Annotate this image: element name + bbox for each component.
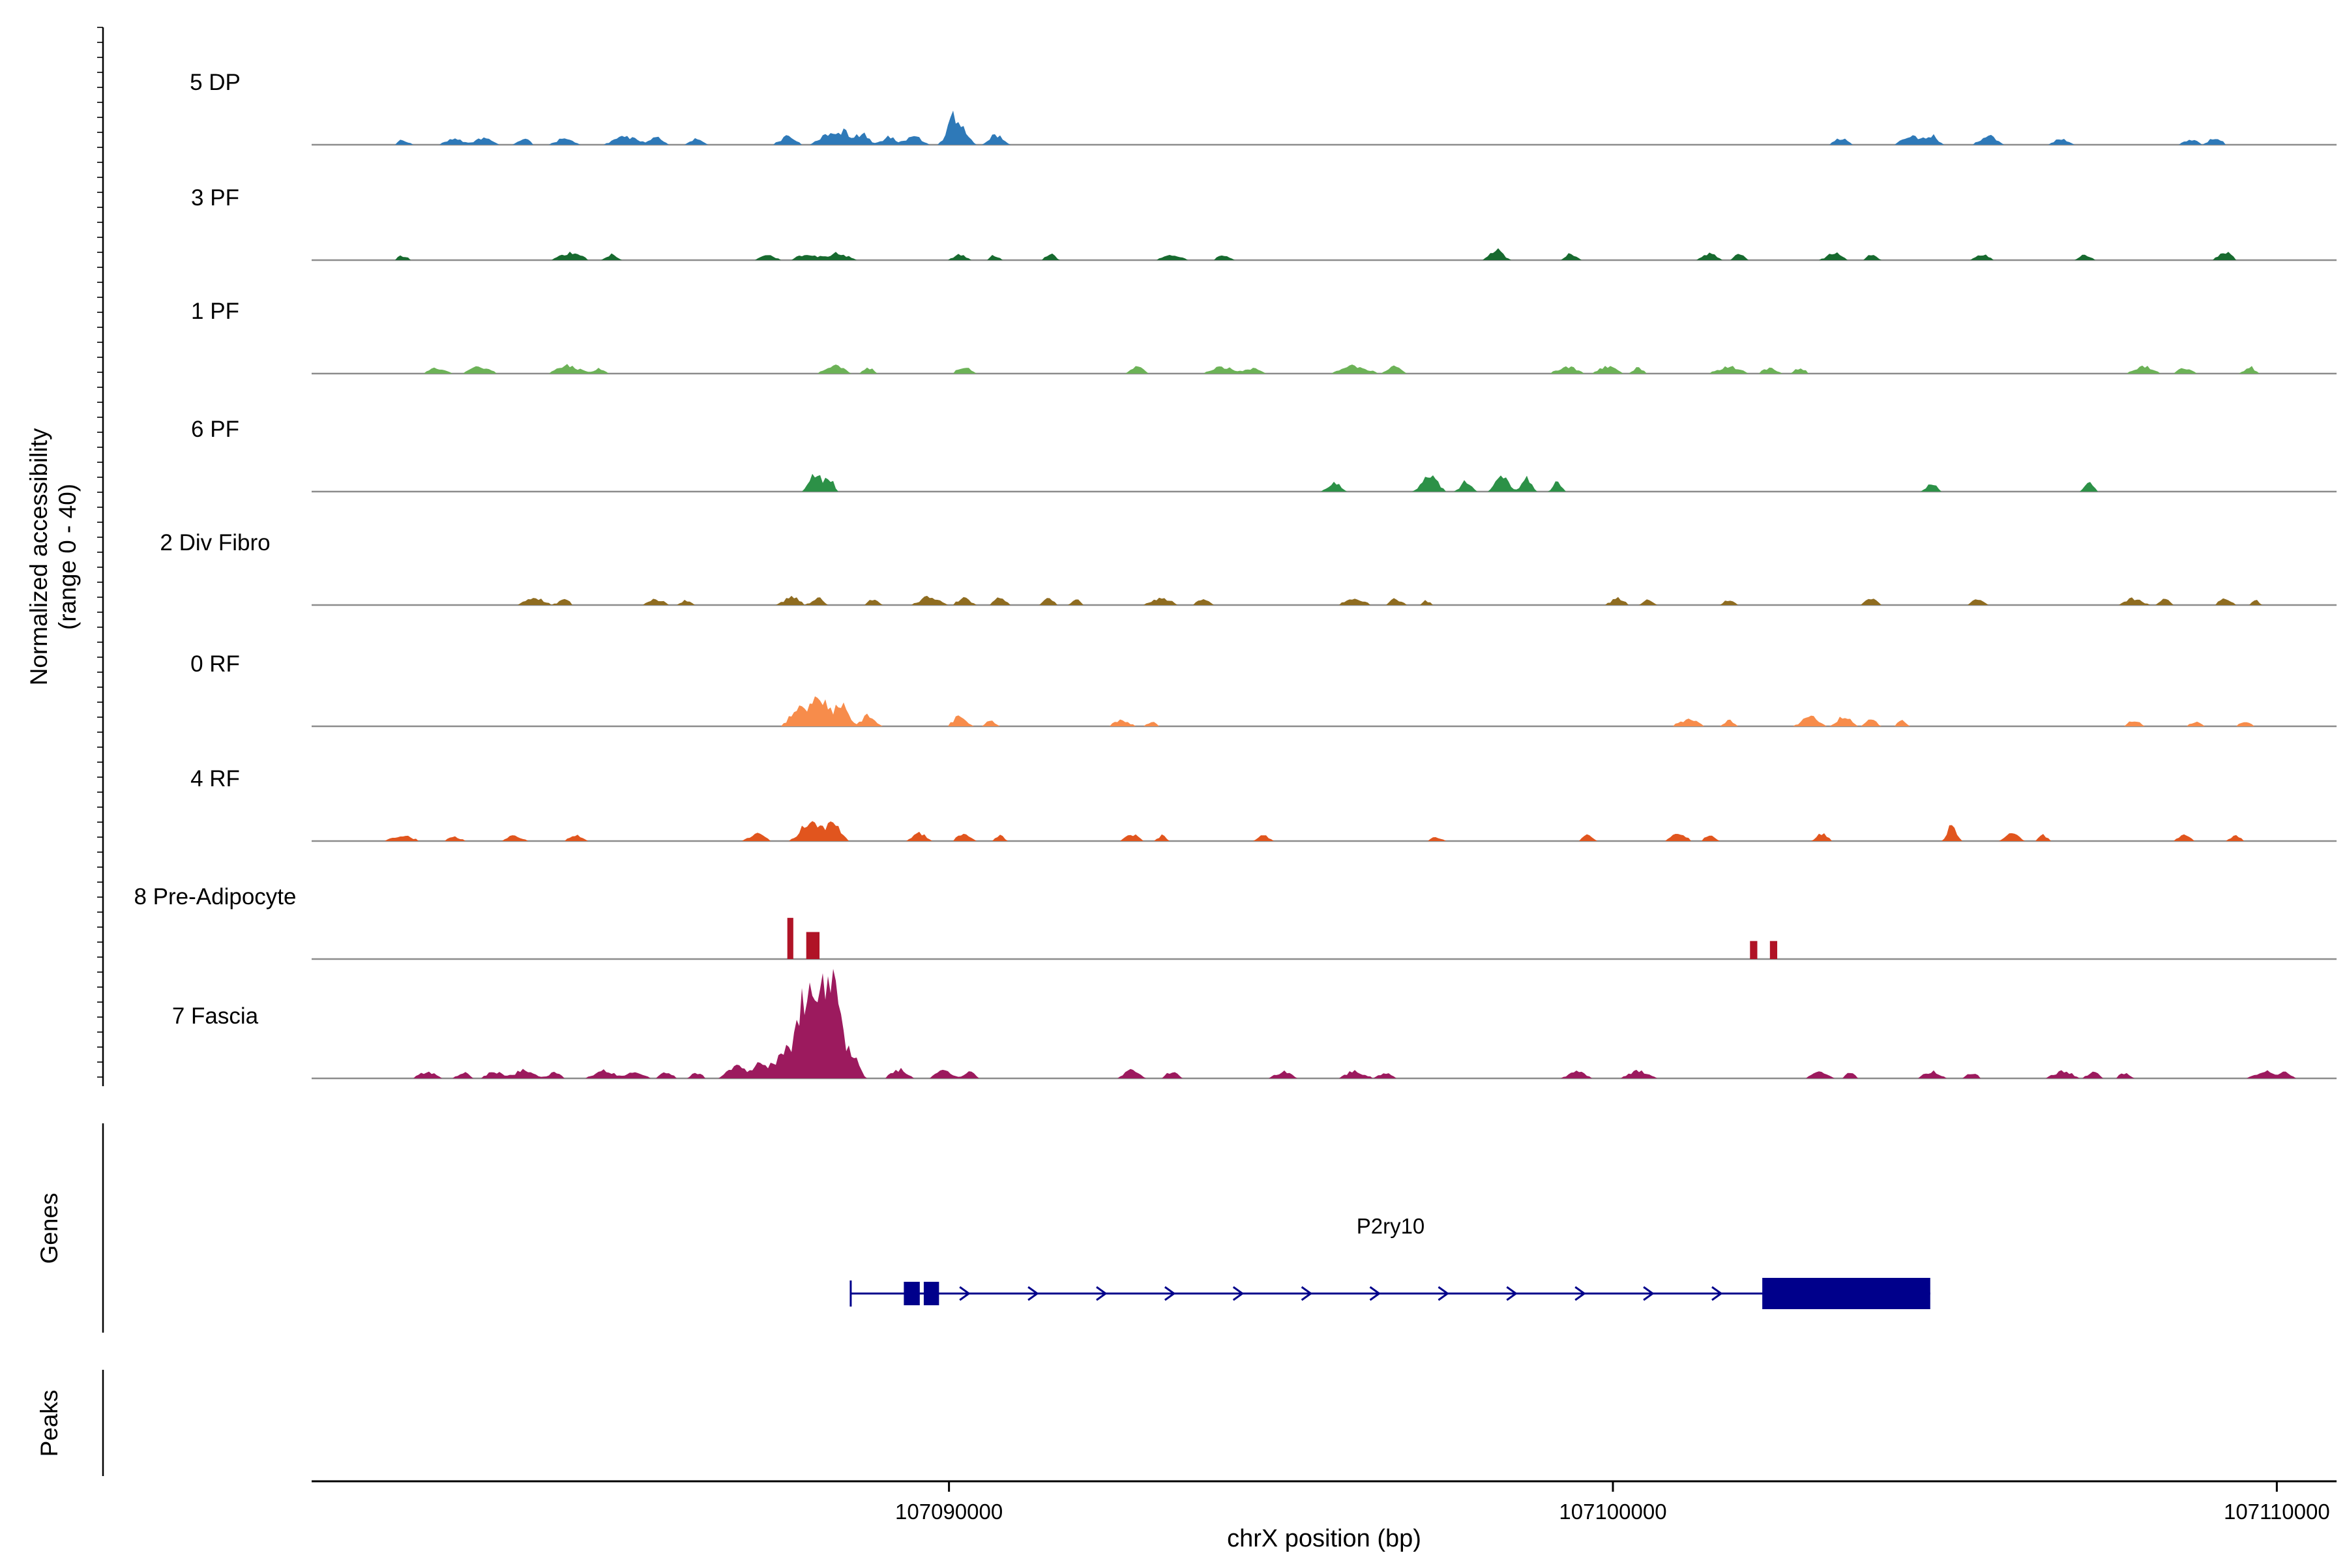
x-axis-tick-label: 107100000	[1559, 1500, 1666, 1524]
gene-strand-arrow	[1506, 1286, 1518, 1301]
track-7-fascia: 7 Fascia	[172, 969, 2337, 1080]
gene-name-label: P2ry10	[1357, 1214, 1425, 1238]
gene-strand-arrow	[1574, 1286, 1586, 1301]
gene-strand-arrow	[1164, 1286, 1176, 1301]
track-1-pf: 1 PF	[191, 299, 2337, 375]
track-3-pf: 3 PF	[191, 185, 2337, 261]
gene-strand-arrow	[959, 1286, 971, 1301]
track-label: 3 PF	[191, 185, 239, 211]
gene-exon	[923, 1282, 939, 1305]
x-axis-tick-label: 107090000	[895, 1500, 1003, 1524]
track-label: 5 DP	[190, 70, 241, 95]
gene-strand-arrow	[1711, 1286, 1723, 1301]
x-axis-ticks: 107090000 107100000 107110000	[895, 1481, 2330, 1524]
y-axis-title-line2: (range 0 - 40)	[54, 484, 81, 630]
track-4-rf: 4 RF	[190, 766, 2337, 842]
signal-area	[312, 110, 2337, 145]
gene-strand-arrow	[1301, 1286, 1313, 1301]
genes-section-label: Genes	[36, 1192, 63, 1264]
gene-strand-arrow	[1096, 1286, 1108, 1301]
signal-bar	[1750, 941, 1758, 959]
x-axis-tick-label: 107110000	[2224, 1500, 2330, 1524]
gene-strand-arrow	[1027, 1286, 1039, 1301]
track-label: 0 RF	[190, 651, 240, 677]
track-0-rf: 0 RF	[190, 651, 2337, 728]
gene-model	[849, 1278, 1930, 1309]
signal-area	[312, 248, 2337, 260]
gene-exon	[1762, 1278, 1930, 1309]
signal-area	[312, 595, 2337, 605]
peaks-section-label: Peaks	[36, 1390, 63, 1457]
track-label: 2 Div Fibro	[160, 530, 270, 555]
x-axis: 107090000 107100000 107110000 chrX positio…	[312, 1480, 2337, 1552]
track-label: 6 PF	[191, 417, 239, 442]
y-axis-ruler	[97, 27, 104, 1086]
track-2-div-fibro: 2 Div Fibro	[160, 530, 2337, 606]
signal-area	[312, 821, 2337, 841]
signal-area	[312, 364, 2337, 374]
track-label: 4 RF	[190, 766, 240, 791]
gene-strand-arrow	[1232, 1286, 1245, 1301]
signal-bar	[787, 917, 793, 959]
gene-strand-arrow	[1643, 1286, 1655, 1301]
track-label: 1 PF	[191, 299, 239, 324]
genes-section: Genes P2ry10	[36, 1123, 1930, 1333]
x-axis-title: chrX position (bp)	[1227, 1525, 1421, 1552]
track-8-pre-adipocyte: 8 Pre-Adipocyte	[134, 884, 2337, 960]
gene-strand-arrow	[1369, 1286, 1381, 1301]
track-5-dp: 5 DP	[190, 70, 2337, 146]
y-axis-title-line1: Normalized accessibility	[25, 428, 52, 685]
gene-strand-arrow	[1438, 1286, 1449, 1301]
signal-bar	[1769, 941, 1778, 959]
track-label: 7 Fascia	[172, 1003, 259, 1029]
signal-area	[312, 473, 2337, 492]
gene-exon	[904, 1282, 920, 1305]
signal-bar	[806, 932, 820, 959]
peaks-section: Peaks	[36, 1370, 104, 1476]
accessibility-tracks: 5 DP 3 PF 1 PF 6 PF 2 Div Fibro 0 RF 4 RF 8 Pre…	[134, 70, 2337, 1080]
signal-area	[312, 696, 2337, 726]
track-label: 8 Pre-Adipocyte	[134, 884, 296, 910]
track-6-pf: 6 PF	[191, 417, 2337, 493]
signal-area	[312, 969, 2337, 1078]
